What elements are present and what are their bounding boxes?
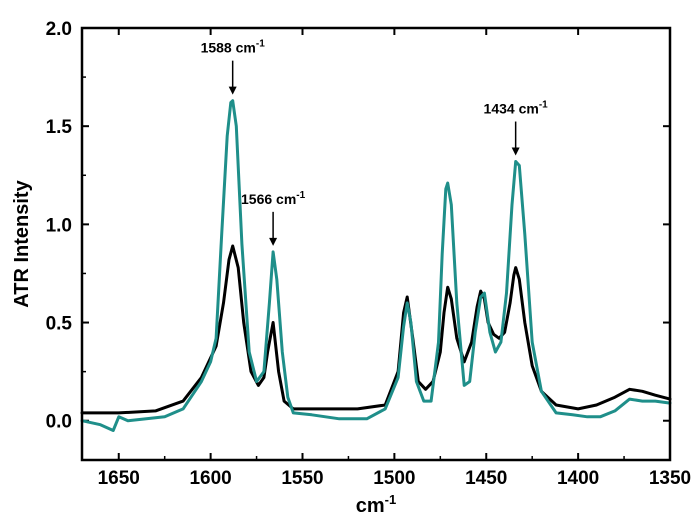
x-tick-label: 1350 [649,468,691,489]
annotation-label: 1566 cm-1 [241,190,306,207]
series-layer [80,99,672,432]
series-line-2 [80,99,672,432]
annotation-arrow-head [269,237,278,246]
x-axis-title: cm-1 [356,492,396,517]
y-tick-label: 1.5 [46,117,73,138]
y-axis-title: ATR Intensity [11,179,33,307]
annotation-label: 1434 cm-1 [484,100,549,117]
y-tick-label: 1.0 [46,215,72,236]
x-tick-label: 1450 [465,468,507,489]
axes: 1650 1600 1550 1500 1450 1400 1350 0.0 0.5 1.0 1.5… [11,19,691,517]
plot-frame [80,26,672,462]
annotation-arrow-head [511,147,520,156]
y-tick-label: 2.0 [46,19,72,40]
x-tick-label: 1550 [281,468,323,489]
annotation-label: 1588 cm-1 [201,39,266,56]
x-tick-label: 1600 [189,468,231,489]
y-tick-label: 0.0 [46,412,72,433]
x-tick-label: 1400 [557,468,599,489]
annotations-layer: 1588 cm-1 1566 cm-1 1434 cm-1 [201,39,549,246]
x-tick-label: 1500 [373,468,415,489]
y-tick-label: 0.5 [46,314,73,335]
plot-border [80,26,672,462]
annotation-arrow-head [228,86,237,95]
series-line-1 [80,244,672,415]
x-tick-label: 1650 [98,468,140,489]
